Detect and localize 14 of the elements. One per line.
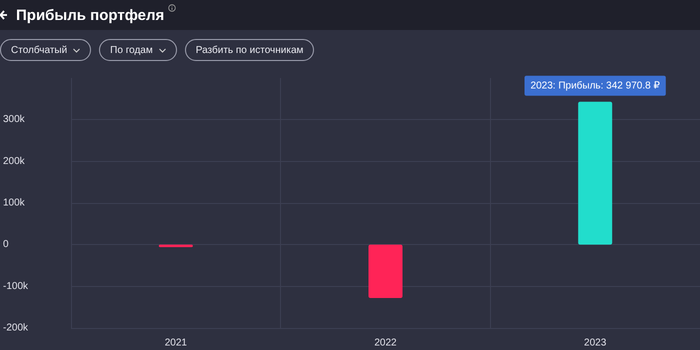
y-tick-label: 0 xyxy=(3,239,9,250)
y-tick-label: 200k xyxy=(3,156,26,167)
chart-title: Прибыль портфеля xyxy=(16,6,164,24)
y-tick-label: -200k xyxy=(3,322,30,334)
text: Разбить по источникам xyxy=(196,44,304,56)
x-tick-label: 2021 xyxy=(164,338,188,348)
text: Столбчатый xyxy=(11,44,68,56)
y-tick-label: -100k xyxy=(3,280,30,292)
y-tick-label: 100k xyxy=(3,198,26,208)
y-tick-label: 300k xyxy=(3,114,26,126)
x-tick-label: 2023 xyxy=(584,338,607,348)
x-tick-label: 2022 xyxy=(374,338,398,348)
text: По годам xyxy=(110,44,153,56)
annotation: 2023: Прибыль: 342 970.8 ₽ xyxy=(530,80,660,92)
